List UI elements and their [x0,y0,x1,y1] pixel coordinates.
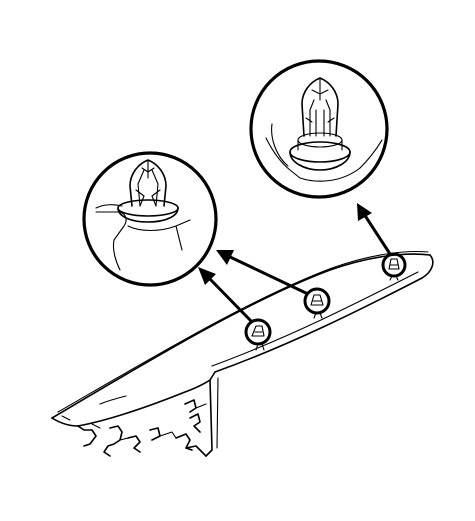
callout-left [82,151,218,287]
clip-location-2 [303,287,331,319]
trim-panel [51,251,434,457]
arrow-clip2-to-left-callout [216,250,309,296]
arrow-clip3-to-right-callout [357,203,392,255]
clip-location-1 [244,318,272,351]
clip-location-3 [381,252,407,281]
callout-right [249,59,389,199]
arrow-clip1-to-left-callout [198,267,254,324]
